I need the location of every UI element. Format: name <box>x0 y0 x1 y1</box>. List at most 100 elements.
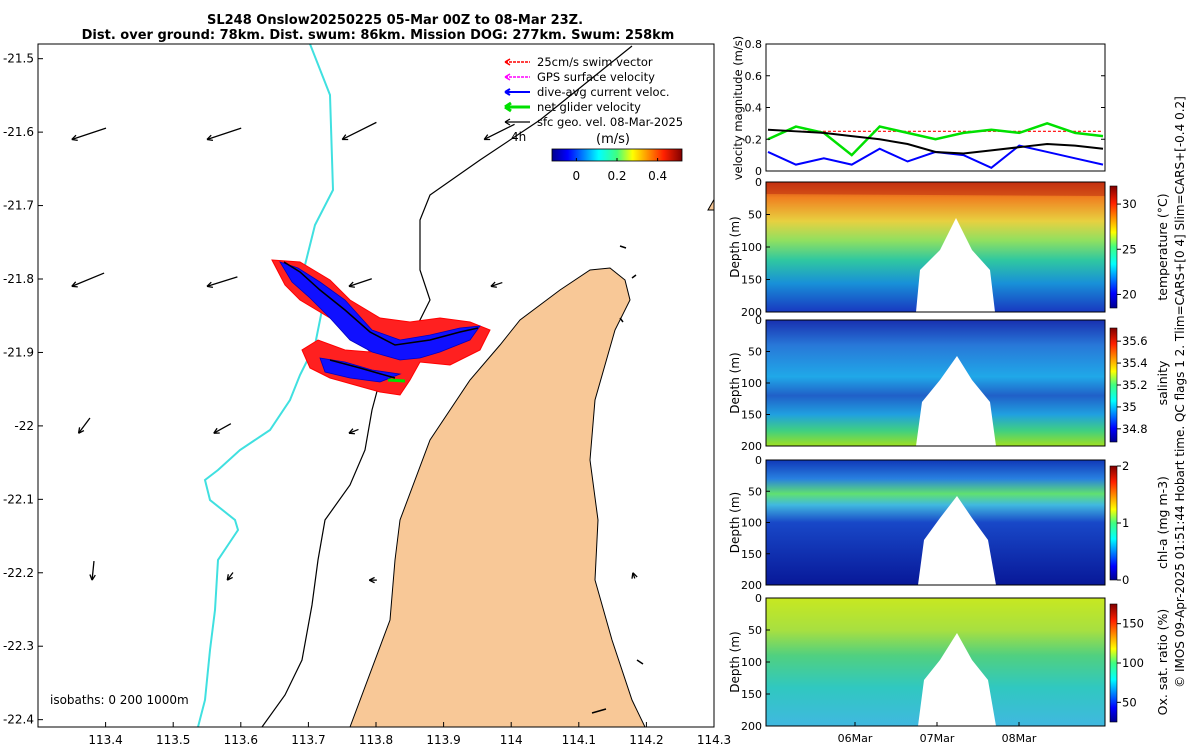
speed-colorbar-tick-label: 0 <box>573 169 581 183</box>
section-ylabel: Depth (m) <box>728 352 742 413</box>
map-ytick-label: -22.4 <box>3 713 34 727</box>
map-xtick-label: 113.4 <box>88 733 122 747</box>
velocity-series-sfc-geo <box>767 128 1104 155</box>
time-tick-label: 06Mar <box>838 732 873 745</box>
depth-tick-label: 150 <box>741 274 762 287</box>
chla-colorbar <box>1109 465 1118 581</box>
geo-vector <box>89 561 96 581</box>
map-ytick-label: -22.2 <box>3 566 34 580</box>
map-legend: 25cm/s swim vector GPS surface velocity … <box>504 55 683 183</box>
geo-vector <box>206 276 238 289</box>
legend-item-geo: sfc geo. vel. 08-Mar-2025 <box>504 115 683 129</box>
temperature-panel: 0 50 100 150 200 Depth (m) 20 25 30 temperature (… <box>728 176 1170 319</box>
map-ytick-label: -21.5 <box>3 52 34 66</box>
current-velocity-band-south <box>319 357 402 383</box>
chla-panel: 0 50 100 150 200 Depth (m) 0 1 2 chl-a (mg m-3) <box>728 454 1170 592</box>
land-mass <box>349 267 646 727</box>
speed-colorbar-tick-label: 0.4 <box>648 169 667 183</box>
velocity-axes <box>765 43 1106 172</box>
time-marker-label: 4h <box>511 130 526 144</box>
colorbar-tick-label: 150 <box>1122 617 1144 631</box>
chla-no-data-dome <box>918 496 996 585</box>
legend-item-gps: GPS surface velocity <box>504 70 655 84</box>
legend-item-swim: 25cm/s swim vector <box>504 55 653 69</box>
oxygen-axes: 0 50 100 150 200 Depth (m) 50 100 150 Ox. sat. ra… <box>728 592 1170 733</box>
geo-vector <box>483 123 515 141</box>
time-tick-label: 08Mar <box>1002 732 1037 745</box>
oxygen-panel: 0 50 100 150 200 Depth (m) 50 100 150 Ox. sat. ra… <box>728 592 1170 733</box>
colorbar-label: chl-a (mg m-3) <box>1155 476 1170 569</box>
temperature-colorbar <box>1109 185 1118 309</box>
legend-label: sfc geo. vel. 08-Mar-2025 <box>537 115 683 129</box>
time-tick-label: 07Mar <box>920 732 955 745</box>
current-velocity-band <box>279 261 481 361</box>
salinity-axes: 0 50 100 150 200 Depth (m) 34.8 35 35.2 35.4 35.6 s… <box>728 314 1170 453</box>
colorbar-tick-label: 35.4 <box>1122 356 1148 370</box>
geo-vector <box>213 423 232 434</box>
legend-item-current: dive-avg current veloc. <box>504 85 670 99</box>
depth-tick-label: 100 <box>741 656 762 669</box>
legend-item-net: net glider velocity <box>504 100 641 114</box>
time-axis: 06Mar 07Mar 08Mar <box>838 722 1037 745</box>
depth-tick-label: 50 <box>748 624 762 637</box>
coastal-isobath-cyan <box>197 44 335 727</box>
net-velocity-marker <box>387 378 406 383</box>
section-ylabel: Depth (m) <box>728 631 742 692</box>
colorbar-label: salinity <box>1155 360 1170 405</box>
map-axes: 113.4 113.5 113.6 113.7 113.8 113.9 114 114.1 11… <box>3 52 731 747</box>
colorbar-tick-label: 100 <box>1122 656 1144 670</box>
map-xtick-label: 114 <box>500 733 523 747</box>
velocity-ytick-label: 0.4 <box>745 102 763 115</box>
temperature-axes: 0 50 100 150 200 Depth (m) 20 25 30 temperature (… <box>728 176 1170 319</box>
copyright-side-text: © IMOS 09-Apr-2025 01:51:44 Hobart time.… <box>1173 96 1187 688</box>
isobath-fragment <box>591 708 607 714</box>
isobath-fragment <box>619 317 624 323</box>
depth-tick-label: 100 <box>741 241 762 254</box>
velocity-ylabel: velocity magnitude (m/s) <box>731 36 745 181</box>
map-title-line1: SL248 Onslow20250225 05-Mar 00Z to 08-Ma… <box>207 13 583 28</box>
map-xtick-label: 114.2 <box>629 733 663 747</box>
colorbar-tick-label: 50 <box>1122 695 1137 709</box>
map-ytick-label: -21.8 <box>3 272 34 286</box>
legend-label: GPS surface velocity <box>537 70 655 84</box>
depth-tick-label: 100 <box>741 377 762 390</box>
depth-tick-label: 200 <box>741 720 762 733</box>
velocity-ticks: 0 0.2 0.4 0.6 0.8 <box>745 38 1105 178</box>
isobath-fragment <box>636 659 644 665</box>
isobath-fragment <box>619 245 627 249</box>
temperature-surface-layer <box>766 182 1105 196</box>
temperature-no-data-dome <box>916 218 995 312</box>
depth-tick-label: 150 <box>741 548 762 561</box>
geo-vector <box>206 127 242 142</box>
depth-tick-label: 200 <box>741 579 762 592</box>
geo-velocity-vectors <box>71 121 638 727</box>
geo-vector <box>341 121 377 141</box>
legend-label: 25cm/s swim vector <box>537 55 653 69</box>
speed-colorbar-ticks: 0 0.2 0.4 <box>573 158 667 183</box>
legend-label: dive-avg current veloc. <box>537 85 670 99</box>
depth-tick-label: 150 <box>741 409 762 422</box>
legend-label: net glider velocity <box>537 100 641 114</box>
depth-tick-label: 50 <box>748 485 762 498</box>
map-ytick-label: -21.7 <box>3 199 34 213</box>
velocity-ytick-label: 0.6 <box>745 70 763 83</box>
map-ytick-label: -22 <box>14 419 34 433</box>
map-title-line2: Dist. over ground: 78km. Dist. swum: 86k… <box>82 28 675 43</box>
salinity-colorbar <box>1109 327 1118 443</box>
map-xtick-label: 114.1 <box>562 733 596 747</box>
map-ytick-label: -22.3 <box>3 639 34 653</box>
velocity-series-swim <box>767 129 1103 132</box>
oxygen-colorbar <box>1109 603 1118 723</box>
geo-vector <box>348 428 359 435</box>
colorbar-tick-label: 35.2 <box>1122 378 1148 392</box>
velocity-panel: 0 0.2 0.4 0.6 0.8 velocity magnitude (m/s) <box>731 36 1106 181</box>
salinity-panel: 0 50 100 150 200 Depth (m) 34.8 35 35.2 35.4 35.6 s… <box>728 314 1170 453</box>
colorbar-unit: (m/s) <box>596 132 630 147</box>
colorbar-tick-label: 20 <box>1122 287 1137 301</box>
map-panel: 113.4 113.5 113.6 113.7 113.8 113.9 114 114.1 11… <box>3 13 731 747</box>
geo-vector <box>71 272 105 288</box>
depth-tick-label: 50 <box>748 209 762 222</box>
section-ylabel: Depth (m) <box>728 216 742 277</box>
geo-vector <box>348 278 372 288</box>
